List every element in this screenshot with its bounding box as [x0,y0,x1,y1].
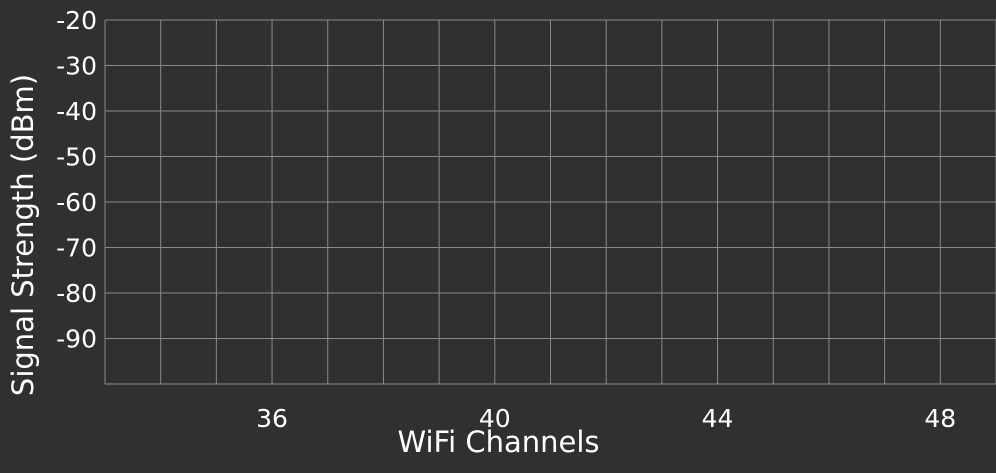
y-axis-label: Signal Strength (dBm) [6,74,40,396]
x-tick-label: 36 [256,404,288,433]
y-tick-label: -40 [56,97,97,126]
y-tick-label: -70 [56,234,97,263]
grid-lines [104,19,996,385]
x-tick-label: 48 [924,404,956,433]
y-tick-label: -50 [56,143,97,172]
x-tick-label: 44 [702,404,734,433]
y-tick-label: -20 [56,6,97,35]
y-tick-label: -80 [56,279,97,308]
x-tick-label: 40 [479,404,511,433]
y-tick-label: -60 [56,188,97,217]
y-axis-ticks: -20 -30 -40 -50 -60 -70 -80 -90 [56,6,97,354]
x-axis-label: WiFi Channels [397,425,599,459]
y-tick-label: -90 [56,325,97,354]
y-tick-label: -30 [56,52,97,81]
x-axis-ticks: 36 40 44 48 [256,404,956,433]
